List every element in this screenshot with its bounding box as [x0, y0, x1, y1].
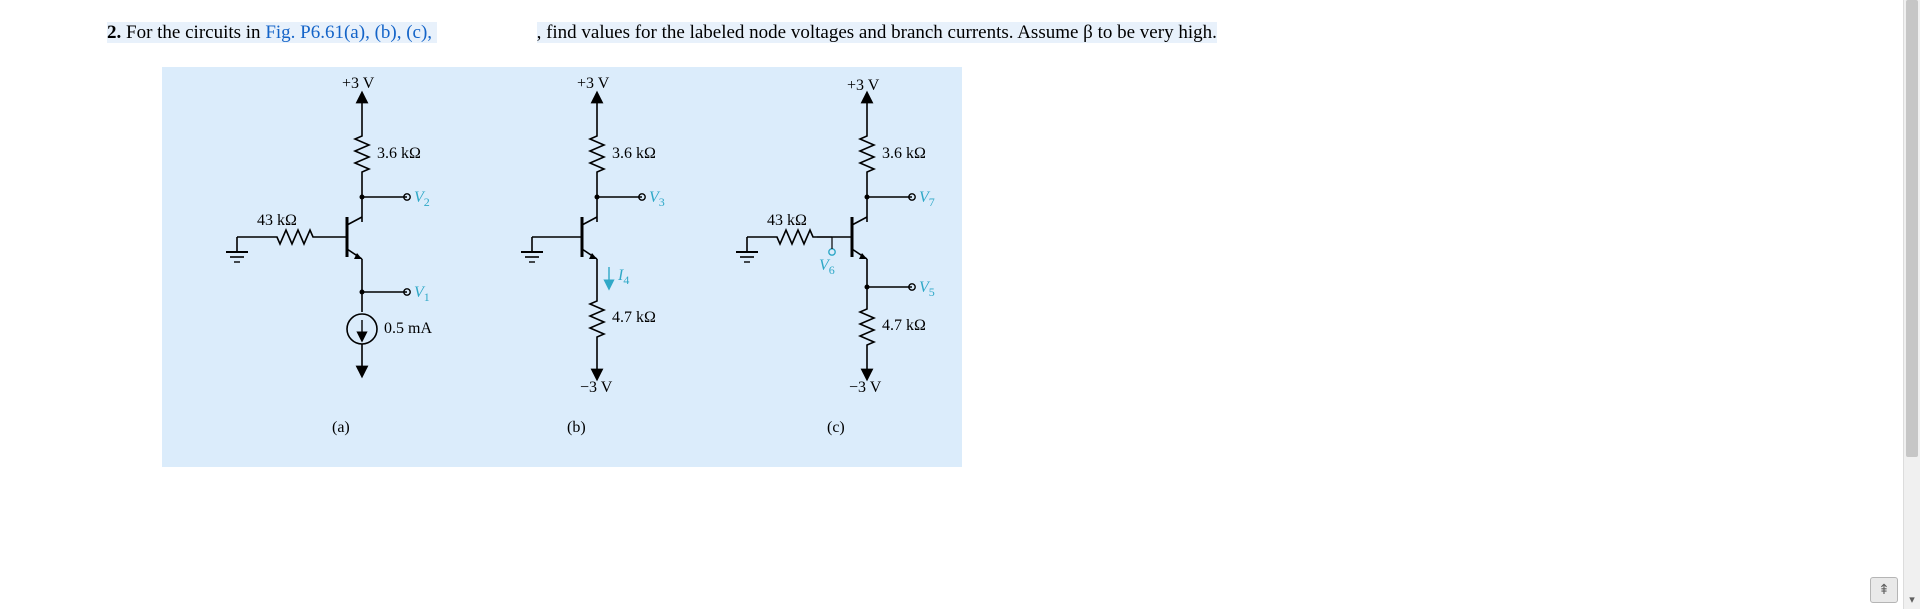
a-v2: V2 [414, 189, 430, 210]
b-caption: (b) [567, 419, 586, 437]
c-v5: V5 [919, 279, 935, 300]
page-content: 2. For the circuits in Fig. P6.61(a), (b… [107, 20, 1457, 467]
c-r-base: 43 kΩ [767, 212, 807, 230]
question-prefix: For the circuits in [126, 22, 265, 43]
scrollbar-thumb[interactable] [1906, 0, 1918, 457]
circuit-a [226, 97, 410, 372]
scroll-down-arrow[interactable]: ▾ [1904, 592, 1920, 609]
a-r-base: 43 kΩ [257, 212, 297, 230]
b-rail-bot: −3 V [580, 379, 612, 397]
c-v7: V7 [919, 189, 935, 210]
a-v1: V1 [414, 284, 430, 305]
b-r-top: 3.6 kΩ [612, 145, 656, 163]
a-r-top: 3.6 kΩ [377, 145, 421, 163]
c-v6: V6 [819, 257, 835, 278]
b-v3: V3 [649, 189, 665, 210]
question-hl-2: , find values for the labeled node volta… [537, 22, 1217, 43]
question-number: 2. [107, 22, 121, 43]
circuit-b [521, 97, 645, 375]
question-line: 2. For the circuits in Fig. P6.61(a), (b… [107, 20, 1457, 47]
c-caption: (c) [827, 419, 845, 437]
b-rail-top: +3 V [577, 75, 609, 93]
circuits-svg [162, 67, 962, 467]
b-r-bot: 4.7 kΩ [612, 309, 656, 327]
c-rail-bot: −3 V [849, 379, 881, 397]
figure-box: +3 V 3.6 kΩ V2 43 kΩ V1 0.5 mA (a) +3 V … [162, 67, 962, 467]
a-caption: (a) [332, 419, 350, 437]
a-sink: 0.5 mA [384, 320, 432, 338]
c-rail-top: +3 V [847, 77, 879, 95]
a-rail-top: +3 V [342, 75, 374, 93]
b-i4: I4 [618, 267, 629, 288]
figure-reference-link[interactable]: Fig. P6.61(a), (b), (c), [265, 22, 432, 43]
jump-to-top-button[interactable]: ⇞ [1870, 577, 1898, 603]
jump-icon: ⇞ [1878, 582, 1890, 599]
vertical-scrollbar[interactable]: ▾ [1903, 0, 1920, 609]
c-r-top: 3.6 kΩ [882, 145, 926, 163]
c-r-bot: 4.7 kΩ [882, 317, 926, 335]
question-hl-1: 2. For the circuits in Fig. P6.61(a), (b… [107, 22, 437, 43]
